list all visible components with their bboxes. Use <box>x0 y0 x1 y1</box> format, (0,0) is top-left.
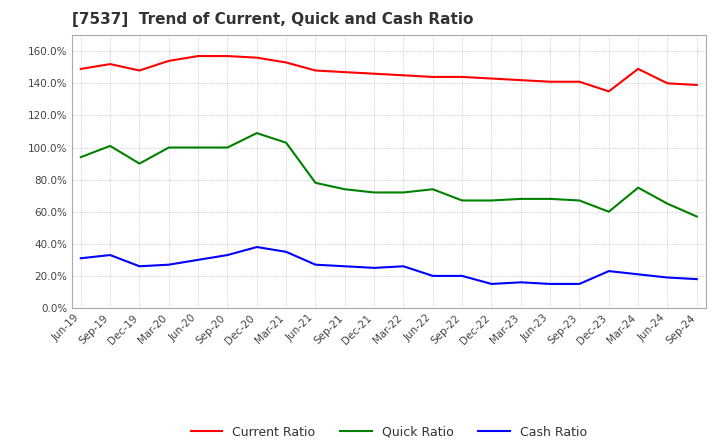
Cash Ratio <box>253 244 261 249</box>
Cash Ratio <box>663 275 672 280</box>
Quick Ratio <box>605 209 613 214</box>
Quick Ratio <box>135 161 144 166</box>
Quick Ratio <box>458 198 467 203</box>
Current Ratio <box>253 55 261 60</box>
Current Ratio <box>135 68 144 73</box>
Cash Ratio <box>575 281 584 286</box>
Legend: Current Ratio, Quick Ratio, Cash Ratio: Current Ratio, Quick Ratio, Cash Ratio <box>186 421 592 440</box>
Quick Ratio <box>575 198 584 203</box>
Cash Ratio <box>370 265 379 271</box>
Quick Ratio <box>194 145 202 150</box>
Current Ratio <box>605 89 613 94</box>
Line: Current Ratio: Current Ratio <box>81 56 697 92</box>
Current Ratio <box>106 62 114 67</box>
Quick Ratio <box>516 196 525 202</box>
Current Ratio <box>194 53 202 59</box>
Current Ratio <box>370 71 379 77</box>
Current Ratio <box>487 76 496 81</box>
Current Ratio <box>311 68 320 73</box>
Cash Ratio <box>546 281 554 286</box>
Cash Ratio <box>341 264 349 269</box>
Current Ratio <box>76 66 85 72</box>
Quick Ratio <box>634 185 642 190</box>
Cash Ratio <box>399 264 408 269</box>
Text: [7537]  Trend of Current, Quick and Cash Ratio: [7537] Trend of Current, Quick and Cash … <box>72 12 473 27</box>
Quick Ratio <box>164 145 173 150</box>
Cash Ratio <box>194 257 202 263</box>
Quick Ratio <box>663 201 672 206</box>
Current Ratio <box>341 70 349 75</box>
Current Ratio <box>663 81 672 86</box>
Cash Ratio <box>428 273 437 279</box>
Current Ratio <box>399 73 408 78</box>
Cash Ratio <box>605 268 613 274</box>
Cash Ratio <box>693 276 701 282</box>
Quick Ratio <box>341 187 349 192</box>
Cash Ratio <box>164 262 173 268</box>
Current Ratio <box>575 79 584 84</box>
Current Ratio <box>634 66 642 72</box>
Quick Ratio <box>487 198 496 203</box>
Cash Ratio <box>282 249 290 254</box>
Quick Ratio <box>546 196 554 202</box>
Quick Ratio <box>399 190 408 195</box>
Current Ratio <box>693 82 701 88</box>
Line: Quick Ratio: Quick Ratio <box>81 133 697 216</box>
Line: Cash Ratio: Cash Ratio <box>81 247 697 284</box>
Current Ratio <box>282 60 290 65</box>
Quick Ratio <box>76 154 85 160</box>
Quick Ratio <box>370 190 379 195</box>
Current Ratio <box>516 77 525 83</box>
Cash Ratio <box>634 271 642 277</box>
Quick Ratio <box>428 187 437 192</box>
Cash Ratio <box>516 280 525 285</box>
Current Ratio <box>223 53 232 59</box>
Current Ratio <box>428 74 437 80</box>
Quick Ratio <box>253 130 261 136</box>
Cash Ratio <box>106 253 114 258</box>
Quick Ratio <box>693 214 701 219</box>
Quick Ratio <box>106 143 114 149</box>
Cash Ratio <box>76 256 85 261</box>
Current Ratio <box>164 58 173 63</box>
Cash Ratio <box>223 253 232 258</box>
Quick Ratio <box>223 145 232 150</box>
Current Ratio <box>546 79 554 84</box>
Cash Ratio <box>458 273 467 279</box>
Quick Ratio <box>282 140 290 145</box>
Cash Ratio <box>311 262 320 268</box>
Cash Ratio <box>487 281 496 286</box>
Current Ratio <box>458 74 467 80</box>
Quick Ratio <box>311 180 320 186</box>
Cash Ratio <box>135 264 144 269</box>
